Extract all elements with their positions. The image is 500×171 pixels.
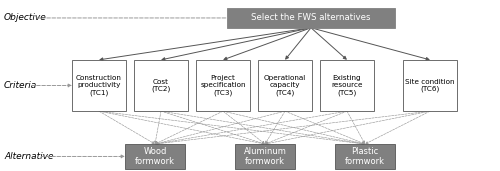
FancyBboxPatch shape bbox=[320, 60, 374, 111]
Text: Aluminum
formwork: Aluminum formwork bbox=[244, 147, 286, 166]
FancyBboxPatch shape bbox=[134, 60, 188, 111]
Text: Site condition
(TC6): Site condition (TC6) bbox=[405, 79, 455, 92]
Text: Objective: Objective bbox=[4, 14, 47, 22]
Text: Cost
(TC2): Cost (TC2) bbox=[152, 79, 171, 92]
Text: Criteria: Criteria bbox=[4, 81, 37, 90]
Text: Select the FWS alternatives: Select the FWS alternatives bbox=[252, 14, 371, 22]
Text: Operational
capacity
(TC4): Operational capacity (TC4) bbox=[264, 75, 306, 96]
Text: Plastic
formwork: Plastic formwork bbox=[345, 147, 385, 166]
FancyBboxPatch shape bbox=[227, 8, 395, 28]
Text: Wood
formwork: Wood formwork bbox=[135, 147, 175, 166]
FancyBboxPatch shape bbox=[125, 144, 185, 169]
FancyBboxPatch shape bbox=[335, 144, 395, 169]
FancyBboxPatch shape bbox=[258, 60, 312, 111]
Text: Existing
resource
(TC5): Existing resource (TC5) bbox=[331, 75, 363, 96]
FancyBboxPatch shape bbox=[403, 60, 457, 111]
Text: Alternative: Alternative bbox=[4, 152, 54, 161]
Text: Project
specification
(TC3): Project specification (TC3) bbox=[200, 75, 246, 96]
FancyBboxPatch shape bbox=[196, 60, 250, 111]
Text: Construction
productivity
(TC1): Construction productivity (TC1) bbox=[76, 75, 122, 96]
FancyBboxPatch shape bbox=[72, 60, 126, 111]
FancyBboxPatch shape bbox=[235, 144, 295, 169]
